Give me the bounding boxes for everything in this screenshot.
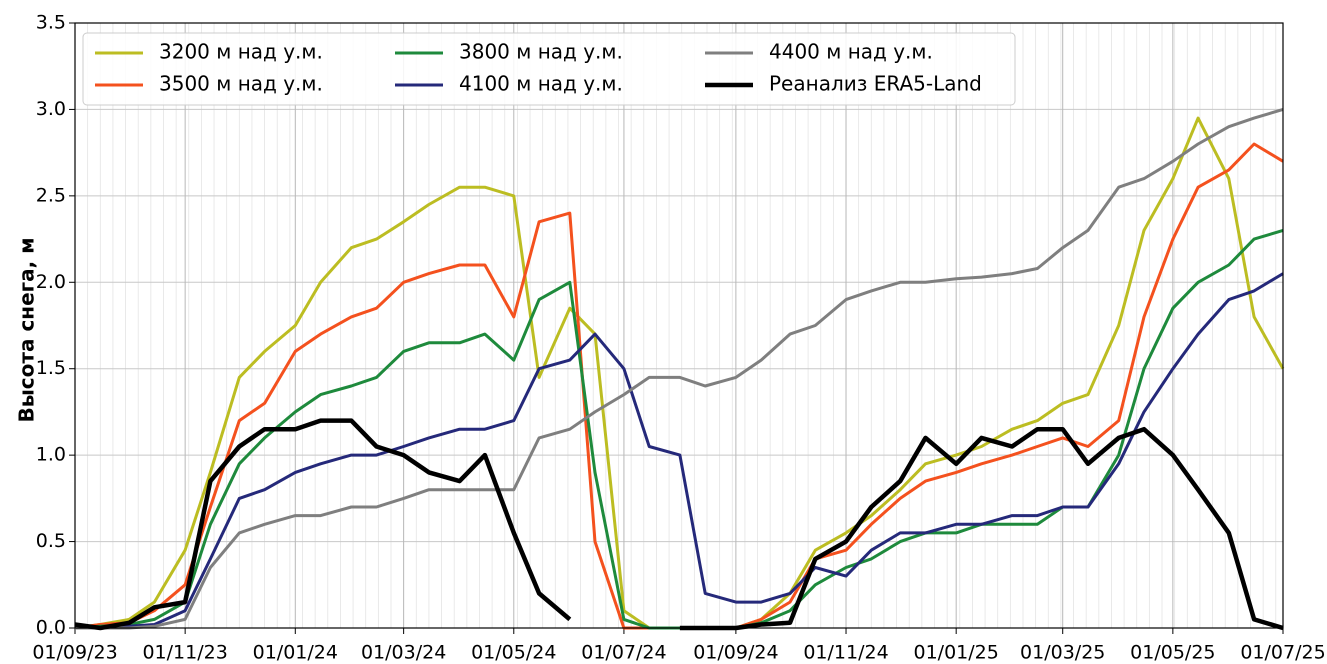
y-tick-label: 1.0 [36,444,66,466]
y-tick-label: 3.5 [36,12,66,34]
legend-label: 3500 м над у.м. [159,72,323,96]
x-tick-label: 01/05/25 [1130,642,1215,664]
series-line [75,107,1284,630]
x-tick-label: 01/01/24 [253,642,338,664]
x-tick-label: 01/11/23 [142,642,227,664]
series-line [74,142,1284,630]
y-tick-label: 2.5 [36,184,66,206]
legend-label: Реанализ ERA5-Land [769,72,982,96]
legend-label: 4100 м над у.м. [459,72,623,96]
x-tick-label: 01/07/24 [581,642,666,664]
y-tick-label: 3.0 [36,98,66,120]
x-tick-label: 01/01/25 [914,642,999,664]
series-line [75,272,1284,630]
y-tick-label: 2.0 [36,271,66,293]
x-tick-label: 01/09/24 [693,642,778,664]
y-tick-label: 1.5 [36,357,66,379]
y-tick-label: 0.5 [36,530,66,552]
legend-label: 4400 м над у.м. [769,40,933,64]
x-tick-label: 01/03/24 [361,642,446,664]
x-tick-label: 01/07/25 [1240,642,1325,664]
legend-label: 3800 м над у.м. [459,40,623,64]
series-line [74,228,1284,630]
x-tick-label: 01/05/24 [471,642,556,664]
x-tick-label: 01/11/24 [803,642,888,664]
series-line [74,418,1284,631]
legend-label: 3200 м над у.м. [159,40,323,64]
x-tick-label: 01/09/23 [32,642,117,664]
y-axis-label: Высота снега, м [15,237,39,422]
y-tick-label: 0.0 [36,617,66,639]
series-line [74,116,1285,630]
plot-frame [74,22,1284,629]
x-tick-label: 01/03/25 [1020,642,1105,664]
legend-box [82,32,1016,106]
